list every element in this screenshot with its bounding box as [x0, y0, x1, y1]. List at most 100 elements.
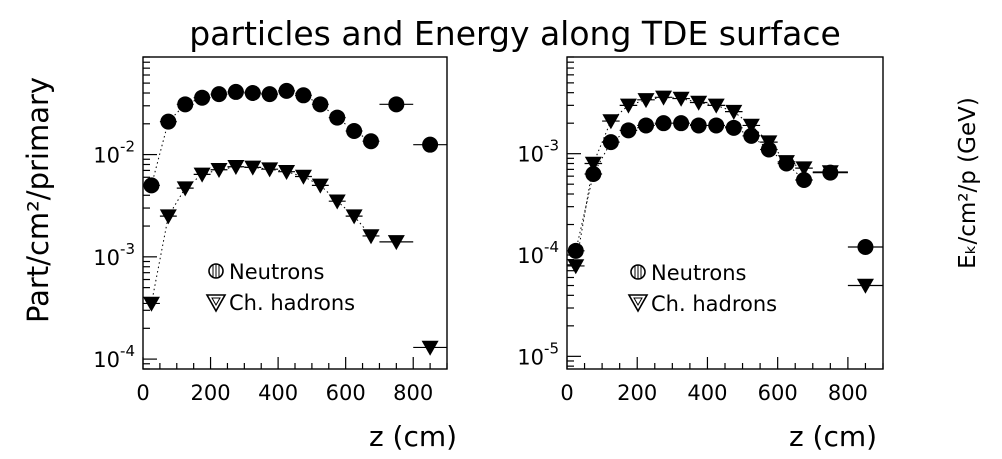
right-ch-hadron-point	[655, 90, 673, 106]
right-legend-ch-hadrons-label: Ch. hadrons	[651, 292, 777, 316]
left-neutron-point	[363, 133, 379, 150]
left-ch-hadron-point	[227, 160, 245, 176]
right-ch-hadron-point	[707, 98, 725, 114]
right-x-tick-label: 0	[560, 381, 573, 405]
right-neutron-point	[655, 115, 672, 132]
left-ch-hadron-point	[387, 235, 405, 251]
left-neutron-point	[244, 85, 261, 102]
right-ch-hadron-point	[856, 278, 874, 294]
left-x-tick-label: 0	[136, 381, 149, 405]
right-neutron-point	[796, 171, 812, 188]
left-ch-hadron-point	[421, 340, 439, 356]
left-neutron-point	[312, 96, 329, 113]
right-ch-hadron-point	[567, 259, 585, 275]
left-ch-hadron-point	[176, 181, 194, 197]
right-ch-hadron-point	[821, 165, 839, 181]
left-neutron-point	[160, 113, 177, 130]
right-neutron-point	[725, 119, 742, 136]
left-y-tick-label: 10-2	[93, 138, 135, 168]
right-neutron-point	[638, 117, 654, 134]
left-x-tick-label: 800	[393, 381, 433, 405]
left-series-connector	[150, 216, 169, 304]
left-series-connector	[303, 176, 321, 186]
left-ch-hadron-point	[193, 167, 211, 183]
left-ch-hadron-point	[261, 162, 279, 178]
right-series-connector	[716, 104, 734, 113]
right-ch-hadron-point	[760, 135, 778, 151]
left-ch-hadron-point	[362, 229, 380, 245]
right-ch-hadron-point	[742, 118, 760, 134]
right-ch-hadron-point	[619, 98, 637, 114]
right-ch-hadron-point	[637, 93, 655, 109]
right-panel: 0 200 400 600 800 10-5 10-4 10-3 Eₖ/cm²/p (GeV)…	[517, 56, 981, 453]
right-legend-neutrons-label: Neutrons	[651, 261, 746, 285]
right-x-tick-label: 600	[758, 381, 798, 405]
right-neutron-point	[708, 117, 725, 134]
right-y-tick-label: 10-5	[517, 339, 559, 369]
right-series-connector	[628, 124, 647, 131]
left-ch-hadron-point	[159, 209, 177, 225]
right-neutron-point	[673, 115, 690, 132]
right-neutron-point	[620, 122, 637, 139]
left-series-connector	[185, 97, 203, 105]
right-y-axis-label: Eₖ/cm²/p (GeV)	[955, 97, 981, 269]
left-neutron-point	[143, 177, 160, 194]
right-series-connector	[592, 141, 612, 175]
right-series-connector	[733, 127, 752, 137]
left-neutron-point	[194, 89, 211, 106]
left-panel: 0 200 400 600 800 10-4 10-3 10-2 Part/cm²/prima…	[21, 56, 457, 453]
right-series-connector	[575, 163, 594, 267]
left-series-connector	[303, 94, 321, 105]
left-ch-hadron-point	[328, 194, 346, 210]
left-x-tick-label: 600	[326, 381, 366, 405]
right-neutron-point	[585, 166, 602, 183]
right-ch-hadron-point	[725, 104, 743, 120]
right-plot-frame	[566, 56, 884, 370]
right-x-tick-label: 400	[687, 381, 727, 405]
right-y-tick-label: 10-3	[517, 137, 559, 167]
right-neutron-point	[857, 238, 874, 255]
left-series-connector	[353, 130, 372, 142]
right-y-tick-label: 10-4	[517, 238, 559, 268]
left-neutron-point	[278, 82, 295, 99]
left-y-tick-label: 10-4	[93, 342, 135, 372]
right-ch-hadron-point	[672, 91, 690, 107]
right-legend: Neutrons Ch. hadrons	[627, 261, 777, 316]
left-x-tick-label: 400	[258, 381, 298, 405]
right-legend-neutrons-marker	[630, 264, 646, 280]
right-x-axis-label: z (cm)	[789, 420, 877, 453]
left-legend-neutrons-label: Neutrons	[229, 260, 324, 284]
left-ch-hadron-point	[345, 209, 363, 225]
left-ch-hadron-point	[311, 178, 329, 194]
left-legend-neutrons-marker	[208, 263, 224, 279]
left-ch-hadron-point	[244, 160, 262, 176]
left-neutron-point	[261, 86, 278, 103]
right-ch-hadron-point	[584, 156, 602, 172]
left-series-connector	[150, 121, 169, 186]
left-legend-ch-hadrons-marker	[205, 294, 227, 313]
right-ch-hadron-point	[795, 161, 813, 177]
left-legend: Neutrons Ch. hadrons	[205, 260, 355, 315]
right-series-connector	[628, 99, 647, 106]
right-ch-hadron-point	[602, 114, 620, 130]
figure-title: particles and Energy along TDE surface	[189, 14, 841, 53]
left-neutron-point	[211, 86, 227, 103]
left-ch-hadron-point	[210, 163, 228, 179]
right-legend-ch-hadrons-marker	[627, 294, 649, 313]
right-series-connector	[592, 120, 612, 164]
left-neutron-point	[295, 87, 312, 104]
left-x-axis-label: z (cm)	[369, 420, 457, 453]
left-neutron-point	[329, 109, 346, 126]
left-y-tick-label: 10-3	[93, 240, 135, 270]
left-y-axis-label: Part/cm²/primary	[21, 77, 55, 323]
right-ch-hadron-point	[777, 155, 795, 171]
right-neutron-point	[567, 242, 584, 259]
right-neutron-point	[602, 134, 619, 151]
left-ch-hadron-point	[278, 164, 296, 180]
left-x-tick-label: 200	[191, 381, 231, 405]
left-ch-hadron-point	[142, 296, 160, 312]
left-legend-ch-hadrons-label: Ch. hadrons	[229, 291, 355, 315]
left-neutron-point	[346, 123, 363, 140]
left-neutron-point	[227, 83, 244, 100]
